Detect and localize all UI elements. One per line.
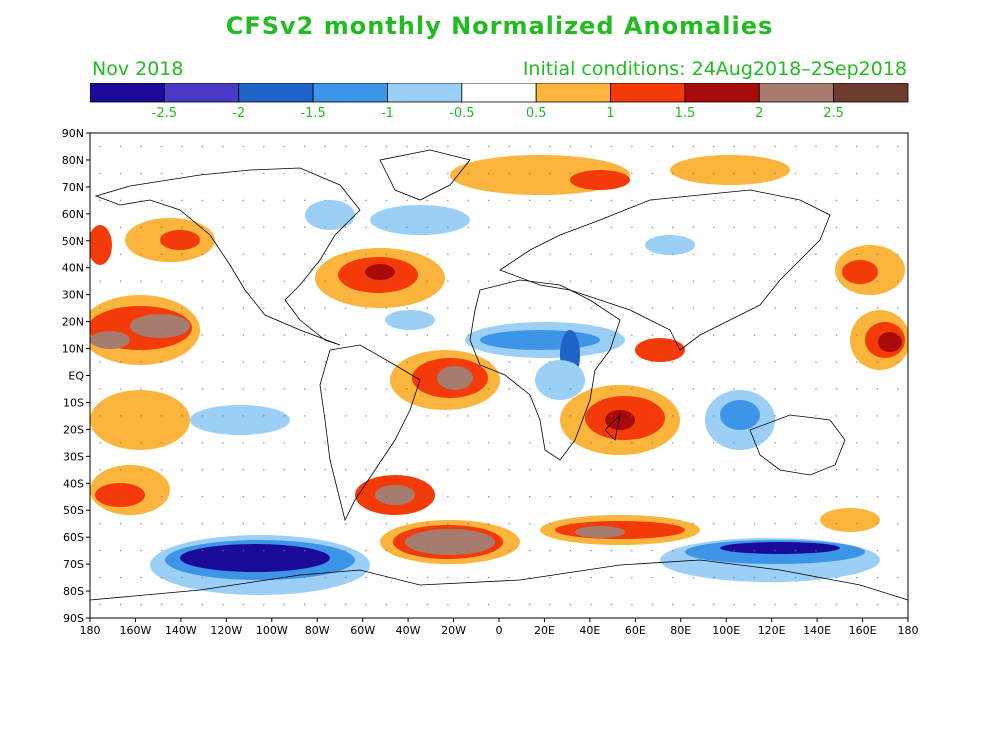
longitude-label: 140E [803, 624, 831, 637]
longitude-label: 160W [120, 624, 152, 637]
latitude-label: 20S [63, 423, 84, 436]
latitude-label: 10S [63, 396, 84, 409]
latitude-label: 30S [63, 450, 84, 463]
latitude-label: 10N [62, 343, 84, 356]
latitude-label: 30N [62, 289, 84, 302]
longitude-label: 140W [165, 624, 197, 637]
grid-dots [90, 133, 908, 618]
longitude-label: 180 [80, 624, 101, 637]
longitude-label: 40E [579, 624, 600, 637]
colorbar-bin [833, 83, 909, 103]
longitude-label: 20W [441, 624, 466, 637]
latitude-label: 60S [63, 531, 84, 544]
colorbar-label: -0.5 [449, 106, 474, 121]
colorbar-label: -1 [381, 106, 394, 121]
latitude-label: 50N [62, 235, 84, 248]
longitude-axis: 180 160W 140W 120W 100W 80W 60W 40W 20W 0 20E 40E 60… [80, 618, 919, 637]
latitude-label: 80S [63, 585, 84, 598]
latitude-axis: 90N 80N 70N 60N 50N 40N 30N 20N 10N EQ 10S 20S 30S 40… [62, 127, 90, 625]
colorbar-label: -2.5 [152, 106, 177, 121]
colorbar-label: -2 [232, 106, 245, 121]
latitude-label: 20N [62, 316, 84, 329]
latitude-label: 80N [62, 154, 84, 167]
latitude-label: 40N [62, 262, 84, 275]
longitude-label: 180 [898, 624, 919, 637]
colorbar-label: -1.5 [300, 106, 325, 121]
longitude-label: 20E [534, 624, 555, 637]
longitude-label: 0 [496, 624, 503, 637]
latitude-label: 90S [63, 612, 84, 625]
longitude-label: 100E [712, 624, 740, 637]
colorbar-label: 0.5 [526, 106, 547, 121]
forecast-month-label: Nov 2018 [92, 58, 184, 80]
chart-title: CFSv2 monthly Normalized Anomalies [225, 12, 774, 40]
longitude-label: 60W [350, 624, 375, 637]
longitude-label: 40W [396, 624, 421, 637]
longitude-label: 80E [670, 624, 691, 637]
latitude-label: 70N [62, 181, 84, 194]
colorbar-label: 1 [606, 106, 614, 121]
latitude-label: 40S [63, 477, 84, 490]
longitude-label: 80W [305, 624, 330, 637]
longitude-label: 120W [210, 624, 242, 637]
colorbar: -2.5 -2 -1.5 -1 -0.5 0.5 1 1.5 2 2.5 [90, 83, 909, 121]
latitude-label: 60N [62, 208, 84, 221]
longitude-label: 60E [625, 624, 646, 637]
longitude-label: 160E [849, 624, 877, 637]
colorbar-label: 2 [755, 106, 763, 121]
colorbar-label: 2.5 [823, 106, 844, 121]
latitude-label: 90N [62, 127, 84, 140]
latitude-label: 50S [63, 504, 84, 517]
longitude-label: 100W [256, 624, 288, 637]
colorbar-label: 1.5 [675, 106, 696, 121]
latitude-label: EQ [68, 370, 84, 383]
longitude-label: 120E [758, 624, 786, 637]
latitude-label: 70S [63, 558, 84, 571]
initial-conditions-label: Initial conditions: 24Aug2018–2Sep2018 [522, 58, 907, 80]
